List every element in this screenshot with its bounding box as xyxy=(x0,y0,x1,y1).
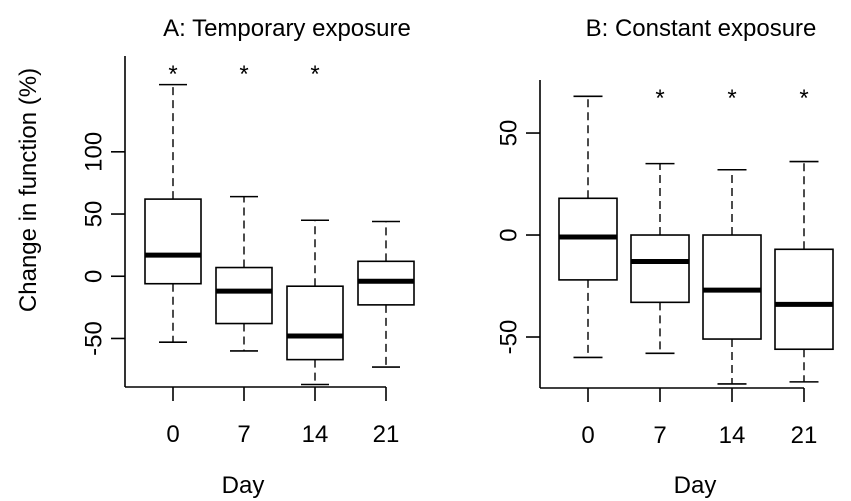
panel-a-x-tick-label: 14 xyxy=(302,421,329,448)
panel-a-plot-area: -50 0 50 100 0 7 14 21 * * * xyxy=(80,56,415,448)
panel-a-x-tick-label: 0 xyxy=(166,421,179,448)
panel-b-significance-marker: * xyxy=(727,85,736,112)
panel-b-x-tick-label: 21 xyxy=(791,422,818,449)
panel-a-x-tick-label: 7 xyxy=(237,421,250,448)
panel-a-x-axis-label: Day xyxy=(222,472,265,499)
panel-b-significance-marker: * xyxy=(655,85,664,112)
panel-a-significance-marker: * xyxy=(310,61,319,88)
panel-b-y-tick-label: 0 xyxy=(495,228,522,241)
panel-a-y-tick-label: 100 xyxy=(80,132,107,172)
panel-a-y-tick-label: 50 xyxy=(80,201,107,228)
panel-a-y-axis-label: Change in function (%) xyxy=(15,68,42,312)
panel-a-y-tick-label: -50 xyxy=(80,321,107,356)
panel-b-y-tick-label: -50 xyxy=(495,320,522,355)
panel-b-box xyxy=(774,248,834,351)
panel-b-title: B: Constant exposure xyxy=(586,15,817,42)
panel-a-significance-marker: * xyxy=(168,61,177,88)
panel-b-y-tick-label: 50 xyxy=(495,120,522,147)
panel-b-x-tick-label: 0 xyxy=(581,422,594,449)
panel-a-x-tick-label: 21 xyxy=(373,421,400,448)
panel-b-box xyxy=(630,234,690,304)
panel-b-x-tick-label: 7 xyxy=(653,422,666,449)
panel-b-x-tick-label: 14 xyxy=(719,422,746,449)
panel-a: A: Temporary exposure Change in function… xyxy=(15,15,415,499)
panel-b-x-axis-label: Day xyxy=(674,472,717,499)
panel-a-significance-marker: * xyxy=(239,61,248,88)
panel-a-title: A: Temporary exposure xyxy=(163,15,411,42)
panel-a-box xyxy=(215,266,273,325)
panel-a-box xyxy=(144,198,202,285)
panel-b-significance-marker: * xyxy=(799,85,808,112)
panel-b-box xyxy=(702,234,762,340)
panel-b-plot-area: -50 0 50 0 7 14 21 * * * xyxy=(495,80,834,449)
panel-a-box xyxy=(286,285,344,361)
panel-a-y-tick-label: 0 xyxy=(80,270,107,283)
panel-b: B: Constant exposure Day -50 0 50 0 7 14 21 * * * xyxy=(495,15,834,499)
